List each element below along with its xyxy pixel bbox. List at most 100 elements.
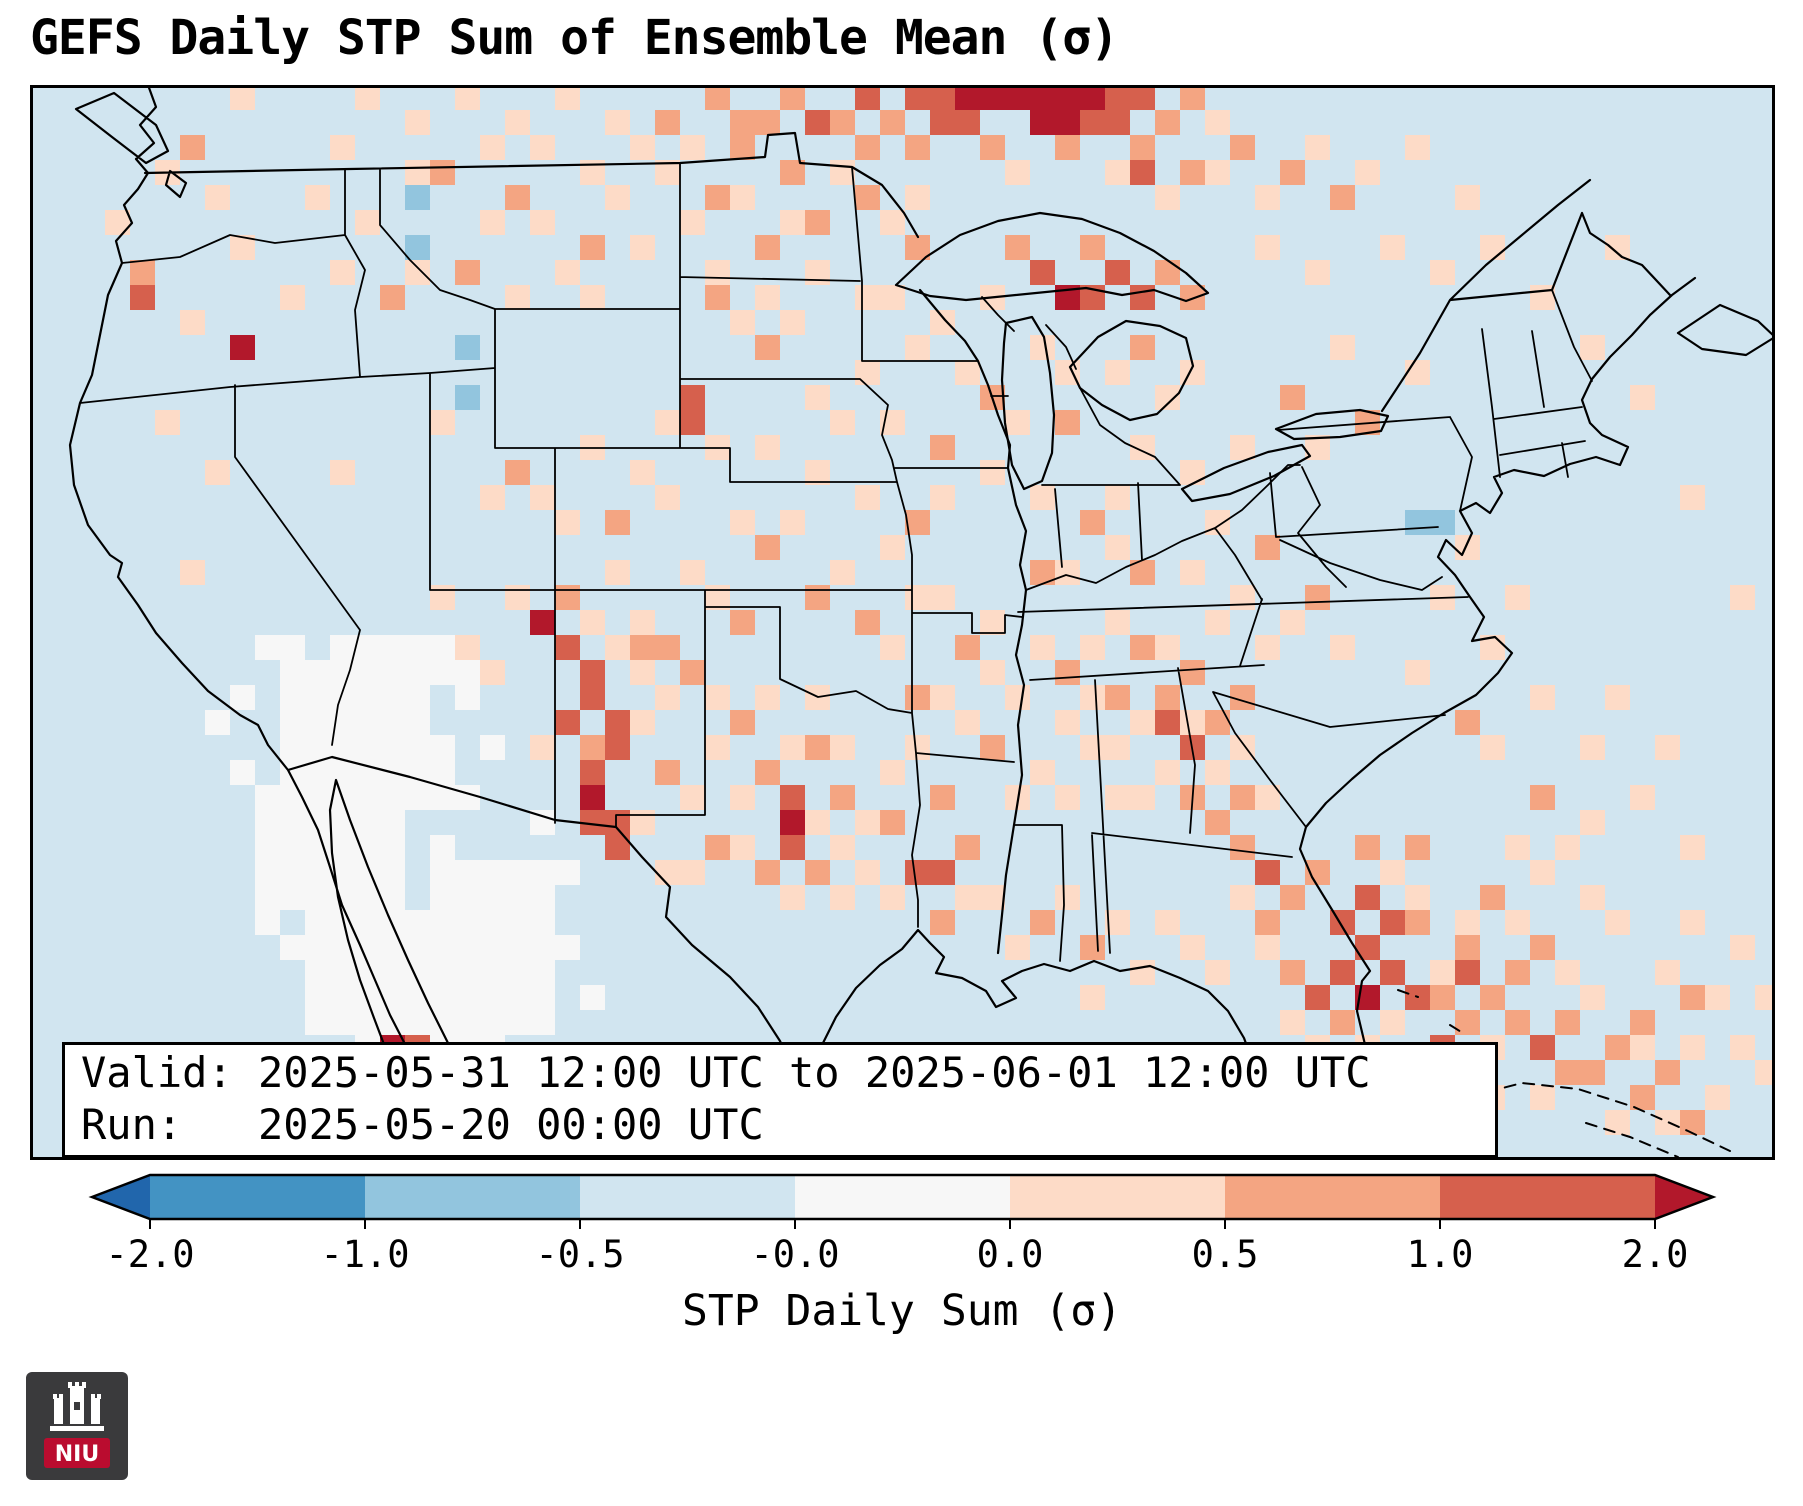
colorbar-ticks: -2.0 -1.0 -0.5 -0.0 0.0 0.5 1.0 2.0 bbox=[105, 1219, 1688, 1276]
heatmap-cell bbox=[905, 335, 930, 360]
heatmap-cell bbox=[430, 585, 455, 610]
heatmap-cell bbox=[1105, 85, 1130, 110]
heatmap-cell bbox=[1755, 985, 1775, 1010]
heatmap-cell bbox=[630, 810, 655, 835]
heatmap-cell bbox=[1130, 160, 1155, 185]
heatmap-cell bbox=[1030, 485, 1055, 510]
heatmap-cell bbox=[1155, 760, 1180, 785]
heatmap-cell bbox=[1330, 635, 1355, 660]
heatmap-cell bbox=[1280, 160, 1305, 185]
heatmap-cell bbox=[1105, 535, 1130, 560]
heatmap-cell bbox=[1255, 535, 1280, 560]
heatmap-cell bbox=[1105, 110, 1130, 135]
heatmap-cell bbox=[880, 760, 905, 785]
heatmap-cell bbox=[930, 485, 955, 510]
heatmap-cell bbox=[630, 660, 655, 685]
heatmap-cell bbox=[680, 560, 705, 585]
heatmap-cell bbox=[1455, 185, 1480, 210]
heatmap-cell bbox=[1055, 410, 1080, 435]
heatmap-cell bbox=[1055, 885, 1080, 910]
heatmap-cell bbox=[630, 610, 655, 635]
heatmap-cell bbox=[830, 160, 855, 185]
heatmap-cell bbox=[680, 860, 705, 885]
map-frame bbox=[30, 85, 1775, 1160]
heatmap-cell bbox=[1755, 1060, 1775, 1085]
heatmap-cell bbox=[205, 710, 230, 735]
heatmap-cell bbox=[1055, 785, 1080, 810]
heatmap-cell bbox=[655, 635, 680, 660]
heatmap-cell bbox=[655, 860, 680, 885]
heatmap-cell bbox=[1130, 635, 1155, 660]
heatmap-cell bbox=[205, 185, 230, 210]
heatmap-cell bbox=[1405, 135, 1430, 160]
heatmap-cell bbox=[605, 635, 630, 660]
heatmap-cell bbox=[330, 260, 355, 285]
heatmap-cell bbox=[455, 685, 480, 710]
heatmap-cell bbox=[1230, 785, 1255, 810]
heatmap-cell bbox=[555, 85, 580, 110]
heatmap-cell bbox=[1205, 960, 1230, 985]
heatmap-cell bbox=[1380, 910, 1405, 935]
heatmap-cell bbox=[1205, 160, 1230, 185]
heatmap-cell bbox=[1330, 1010, 1355, 1035]
heatmap-cell bbox=[555, 585, 580, 610]
state-borders-path bbox=[79, 162, 1593, 962]
heatmap-cell bbox=[730, 185, 755, 210]
heatmap-cell bbox=[530, 135, 555, 160]
heatmap-cell bbox=[1430, 510, 1455, 535]
heatmap-cell bbox=[330, 635, 355, 660]
heatmap-cell bbox=[1230, 735, 1255, 760]
heatmap-cell bbox=[680, 410, 705, 435]
heatmap-cell bbox=[1580, 985, 1605, 1010]
heatmap-cell bbox=[480, 135, 505, 160]
heatmap-cell bbox=[730, 710, 755, 735]
heatmap-cell bbox=[1130, 135, 1155, 160]
heatmap-cell bbox=[730, 510, 755, 535]
heatmap-cell bbox=[430, 410, 455, 435]
heatmap-cell bbox=[630, 710, 655, 735]
heatmap-cell bbox=[1530, 1035, 1555, 1060]
heatmap-cell bbox=[530, 485, 555, 510]
colorbar-tick-label: 2.0 bbox=[1622, 1233, 1689, 1276]
heatmap-cell bbox=[1230, 135, 1255, 160]
heatmap-cell bbox=[405, 260, 430, 285]
heatmap-cell bbox=[1155, 710, 1180, 735]
colorbar-segment bbox=[1440, 1175, 1656, 1219]
heatmap-cell bbox=[1055, 135, 1080, 160]
heatmap-cell bbox=[1205, 810, 1230, 835]
heatmap-cell bbox=[980, 735, 1005, 760]
colorbar-segment bbox=[150, 1175, 366, 1219]
colorbar: -2.0 -1.0 -0.5 -0.0 0.0 0.5 1.0 2.0 STP Daily S… bbox=[88, 1173, 1717, 1336]
heatmap-cell bbox=[705, 835, 730, 860]
heatmap-cell bbox=[1005, 160, 1030, 185]
heatmap-cell bbox=[1255, 935, 1280, 960]
heatmap-cell bbox=[1055, 560, 1080, 585]
heatmap-cell bbox=[455, 85, 480, 110]
heatmap-cell bbox=[580, 235, 605, 260]
colorbar-body bbox=[88, 1173, 1717, 1221]
heatmap-cell bbox=[1105, 610, 1130, 635]
heatmap-cell bbox=[630, 235, 655, 260]
colorbar-segment bbox=[795, 1175, 1011, 1219]
colorbar-segment bbox=[580, 1175, 796, 1219]
heatmap-cell bbox=[1605, 235, 1630, 260]
heatmap-cell bbox=[1330, 960, 1355, 985]
heatmap-cell bbox=[1305, 585, 1330, 610]
heatmap-cell bbox=[855, 85, 880, 110]
heatmap-cell bbox=[330, 1010, 355, 1035]
heatmap-cell bbox=[830, 885, 855, 910]
heatmap-cell bbox=[755, 685, 780, 710]
heatmap-cell bbox=[1480, 735, 1505, 760]
heatmap-cell bbox=[1355, 835, 1380, 860]
heatmap-cell bbox=[30, 85, 1775, 1160]
heatmap-cell bbox=[755, 285, 780, 310]
heatmap-cell bbox=[855, 860, 880, 885]
heatmap-cell bbox=[1030, 760, 1055, 785]
heatmap-cell bbox=[430, 160, 455, 185]
heatmap-cell bbox=[1480, 235, 1505, 260]
heatmap-cell bbox=[1255, 785, 1280, 810]
heatmap-cell bbox=[1280, 1010, 1305, 1035]
heatmap-cell bbox=[330, 460, 355, 485]
heatmap-cell bbox=[1605, 1035, 1630, 1060]
